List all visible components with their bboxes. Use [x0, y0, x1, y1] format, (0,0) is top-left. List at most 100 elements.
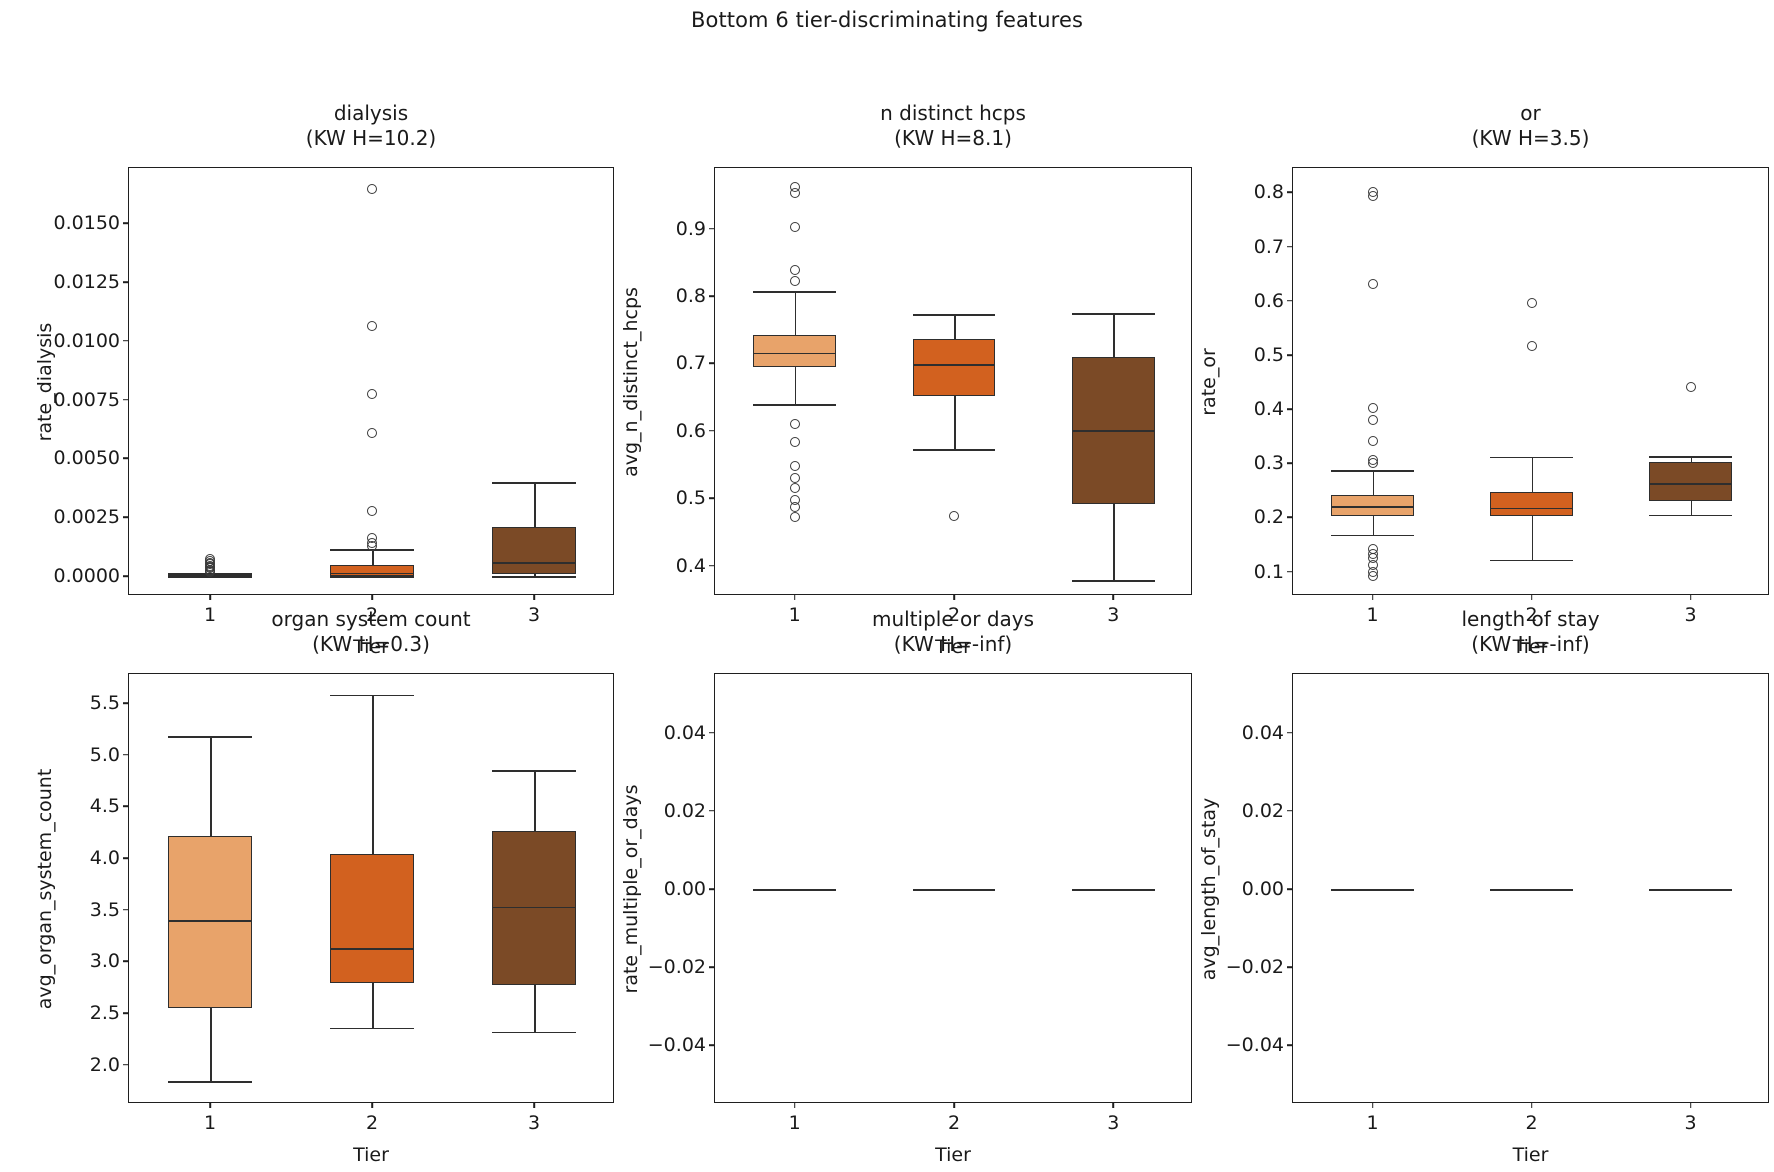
boxplot-median-tier-2 — [912, 364, 996, 366]
xtick-mark — [1689, 1102, 1692, 1108]
ytick-label: 0.9 — [675, 217, 706, 240]
ytick-mark — [709, 227, 715, 230]
boxplot-outlier — [1367, 414, 1378, 425]
whisker-cap-lower — [1331, 534, 1414, 537]
ytick-mark — [709, 1044, 715, 1047]
whisker-upper — [794, 291, 797, 336]
ytick-label: 0.1 — [1253, 560, 1284, 583]
xtick-mark — [793, 1102, 796, 1108]
boxplot-outlier — [367, 506, 377, 517]
ytick-label: 0.4 — [1253, 398, 1284, 421]
ytick-mark — [709, 731, 715, 734]
ytick-label: 4.0 — [89, 846, 120, 869]
boxplot-median-tier-3 — [1649, 483, 1732, 485]
xtick-label: 3 — [1107, 604, 1120, 626]
boxplot-outlier — [1367, 570, 1378, 581]
whisker-lower — [372, 983, 374, 1028]
figure-suptitle: Bottom 6 tier-discriminating features — [690, 8, 1084, 32]
x-axis-label: Tier — [935, 1144, 971, 1166]
boxplot-median-tier-2 — [1490, 507, 1573, 510]
ytick-mark — [1287, 731, 1293, 734]
ytick-mark — [123, 281, 129, 283]
boxplot-median-tier-3 — [1071, 430, 1155, 432]
boxplot-outlier — [1526, 297, 1537, 308]
boxplot-outlier — [789, 187, 800, 198]
whisker-lower — [954, 395, 956, 450]
y-axis-label: rate_dialysis — [34, 322, 56, 442]
ytick-mark — [1287, 299, 1293, 302]
xtick-mark — [1112, 594, 1115, 600]
xtick-mark — [1689, 594, 1692, 600]
ytick-mark — [709, 564, 715, 567]
box-degenerate-line — [912, 889, 996, 891]
whisker-lower — [210, 1007, 212, 1082]
x-axis-label: Tier — [1512, 1144, 1549, 1166]
boxplot-median-tier-1 — [1331, 506, 1414, 508]
whisker-lower — [794, 366, 797, 404]
ytick-label: 0.0150 — [53, 212, 120, 235]
whisker-lower — [1531, 515, 1534, 560]
ytick-mark — [123, 340, 129, 342]
ytick-mark — [1287, 570, 1293, 573]
ytick-label: 2.5 — [89, 1002, 120, 1025]
ytick-mark — [123, 457, 129, 460]
box-degenerate-line — [1071, 889, 1155, 891]
axes-3: 0.1 0.2 0.3 0.4 0.5 0.6 0.7 0.8 rate_or 1 2 3 Tier — [1198, 167, 1769, 658]
ytick-label: 0.2 — [1253, 506, 1284, 529]
box-degenerate-line — [1331, 889, 1414, 891]
boxplot-outlier — [205, 566, 215, 577]
whisker-cap-lower — [912, 449, 996, 451]
whisker-cap-lower — [491, 1031, 577, 1034]
ytick-label: 3.0 — [89, 950, 120, 973]
ytick-label: 5.5 — [89, 691, 120, 714]
axes-1: 0.0000 0.0025 0.0050 0.0075 0.0100 0.0125 0.01… — [34, 167, 614, 658]
ytick-mark — [1287, 888, 1293, 890]
ytick-label: 0.6 — [1253, 289, 1284, 312]
ytick-mark — [1287, 408, 1293, 410]
whisker-cap-upper — [1071, 312, 1155, 315]
xtick-mark — [953, 1102, 955, 1108]
boxplot-outlier — [789, 460, 800, 471]
ytick-mark — [1287, 245, 1293, 248]
boxplot-box-tier-2[interactable] — [329, 853, 415, 984]
boxplot-median-tier-2 — [329, 947, 415, 950]
boxplot-outlier — [1367, 403, 1378, 413]
ytick-label: 0.02 — [663, 799, 706, 822]
boxplot-box-tier-3[interactable] — [491, 526, 577, 575]
y-axis-label: rate_multiple_or_days — [620, 784, 642, 994]
ytick-label: −0.04 — [1225, 1034, 1284, 1057]
boxplot-box-tier-1[interactable] — [753, 335, 837, 367]
xtick-label: 2 — [1525, 1112, 1538, 1134]
boxplot-median-tier-3 — [491, 906, 577, 909]
ytick-label: 2.0 — [89, 1053, 120, 1076]
ytick-label: 0.3 — [1253, 452, 1284, 475]
whisker-upper — [954, 314, 956, 339]
boxplot-box-tier-2[interactable] — [1490, 491, 1573, 516]
boxplot-outlier — [789, 221, 800, 232]
boxplot-box-tier-1[interactable] — [1331, 494, 1414, 516]
boxplot-box-tier-1[interactable] — [167, 836, 253, 1008]
ytick-mark — [123, 908, 129, 911]
xtick-label: 2 — [947, 604, 961, 626]
whisker-lower — [1372, 515, 1375, 535]
ytick-label: 5.0 — [89, 743, 120, 766]
whisker-lower — [1113, 503, 1116, 581]
axes-5: −0.04 −0.02 0.00 0.02 0.04 rate_multiple_or_d… — [620, 673, 1192, 1166]
xtick-mark — [953, 594, 955, 600]
whisker-cap-lower — [1649, 514, 1732, 517]
ytick-label: 0.04 — [1241, 721, 1284, 744]
ytick-mark — [709, 430, 715, 432]
boxplot-box-tier-3[interactable] — [1071, 356, 1155, 504]
xtick-label: 2 — [947, 1112, 961, 1134]
whisker-cap-lower — [167, 1081, 253, 1083]
ytick-label: 0.0025 — [53, 506, 120, 529]
boxplot-box-tier-3[interactable] — [1649, 461, 1732, 501]
ytick-mark — [1287, 191, 1293, 194]
whisker-upper — [1690, 456, 1693, 462]
boxplot-box-tier-2[interactable] — [329, 564, 415, 576]
xtick-label: 3 — [1684, 604, 1697, 626]
ytick-label: −0.02 — [1225, 956, 1284, 979]
boxplot-outlier — [789, 473, 800, 484]
ytick-label: 0.0000 — [53, 565, 120, 587]
boxplot-box-tier-2[interactable] — [912, 338, 996, 396]
